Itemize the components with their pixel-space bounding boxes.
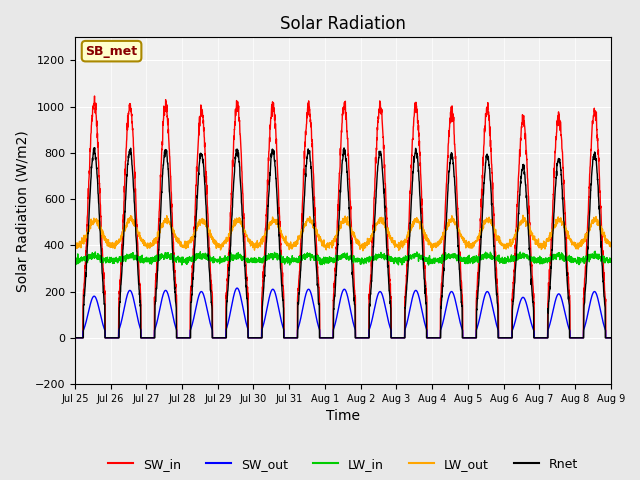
SW_out [234, 285, 241, 291]
Legend: SW_in, SW_out, LW_in, LW_out, Rnet: SW_in, SW_out, LW_in, LW_out, Rnet [103, 453, 583, 476]
LW_in [445, 253, 452, 259]
Line: LW_in: LW_in [75, 251, 611, 265]
SW_in [411, 106, 419, 112]
LW_out [445, 219, 453, 225]
X-axis label: Time: Time [326, 409, 360, 423]
SW_out [445, 293, 453, 299]
Rnet [474, 296, 481, 302]
SW_out [445, 293, 452, 299]
LW_out [513, 230, 521, 236]
LW_out [71, 244, 79, 250]
LW_out [474, 234, 481, 240]
LW_in [241, 255, 248, 261]
Rnet [445, 168, 452, 174]
SW_in [513, 204, 521, 209]
SW_out [71, 335, 79, 341]
LW_in [607, 257, 614, 263]
Rnet [445, 169, 453, 175]
Rnet [71, 335, 79, 341]
Line: SW_in: SW_in [75, 96, 611, 338]
SW_in [91, 93, 99, 99]
LW_out [359, 248, 367, 253]
Text: SB_met: SB_met [86, 45, 138, 58]
SW_in [241, 243, 249, 249]
SW_in [71, 335, 79, 341]
LW_in [474, 256, 481, 262]
Line: SW_out: SW_out [75, 288, 611, 338]
LW_out [519, 212, 527, 218]
SW_in [445, 128, 452, 133]
SW_in [474, 275, 481, 280]
SW_in [445, 133, 453, 139]
LW_in [591, 248, 599, 254]
LW_in [411, 252, 419, 258]
LW_in [71, 258, 79, 264]
Rnet [607, 335, 614, 341]
SW_out [474, 324, 481, 329]
Line: LW_out: LW_out [75, 215, 611, 251]
SW_out [513, 311, 521, 316]
SW_out [607, 335, 614, 341]
Y-axis label: Solar Radiation (W/m2): Solar Radiation (W/m2) [15, 130, 29, 291]
LW_out [411, 216, 419, 222]
LW_in [513, 256, 521, 262]
Title: Solar Radiation: Solar Radiation [280, 15, 406, 33]
SW_out [411, 288, 419, 294]
LW_out [445, 223, 452, 229]
Rnet [513, 237, 521, 242]
LW_out [607, 244, 614, 250]
Rnet [91, 145, 99, 151]
Line: Rnet: Rnet [75, 148, 611, 338]
LW_out [241, 229, 248, 235]
Rnet [411, 153, 419, 159]
LW_in [445, 252, 453, 258]
Rnet [241, 266, 249, 272]
SW_in [607, 335, 614, 341]
LW_in [425, 262, 433, 268]
SW_out [241, 315, 249, 321]
